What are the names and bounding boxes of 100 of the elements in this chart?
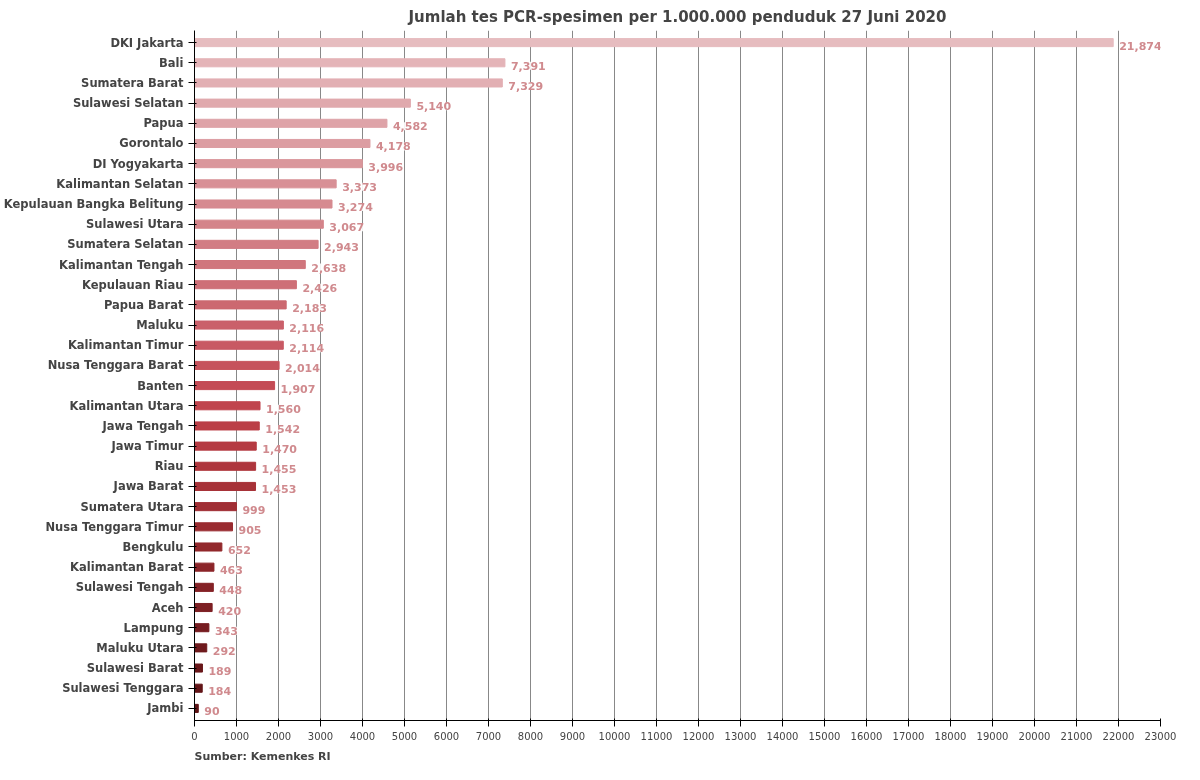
y-tick-label: Kalimantan Selatan [56,176,184,191]
data-label: 7,329 [508,79,544,93]
x-tick-label: 23000 [1144,730,1177,742]
y-tick-label: Sumatera Utara [80,499,184,514]
bar [194,522,234,532]
bar [194,340,284,350]
x-tick-label: 10000 [598,730,631,742]
data-label: 1,470 [262,443,298,457]
data-label: 999 [242,503,266,517]
y-tick-label: Jawa Tengah [101,418,184,433]
y-tick-label: Maluku [136,318,184,333]
y-tick-label: Sulawesi Tenggara [62,681,184,696]
y-tick-label: Sulawesi Barat [86,661,184,676]
x-tick-label: 18000 [934,730,967,742]
data-label: 90 [204,705,220,719]
data-label: 2,116 [289,322,325,336]
y-tick-label: Papua [143,116,184,131]
x-tick-label: 0 [191,730,198,742]
y-tick-label: Sulawesi Tengah [75,580,184,595]
y-tick-label: Sulawesi Selatan [72,96,184,111]
bar [194,300,287,310]
y-tick-label: Jawa Timur [110,439,184,454]
bar [194,643,208,653]
data-label: 3,996 [368,160,404,174]
bar [194,98,411,108]
bar [194,461,257,471]
bar [194,199,333,209]
bar [194,502,237,512]
x-tick-label: 3000 [307,730,334,742]
bar [194,562,215,572]
y-tick-label: Bengkulu [122,539,184,554]
y-tick-label: Nusa Tenggara Barat [47,358,184,373]
y-tick-label: Jambi [146,701,184,716]
data-label: 3,373 [342,180,377,194]
bar [194,441,257,451]
y-tick-label: Kalimantan Tengah [59,257,184,272]
chart-title: Jumlah tes PCR-spesimen per 1.000.000 penduduk 27 Juni 2020 [407,7,947,26]
y-tick-label: DKI Jakarta [110,35,184,50]
data-label: 189 [208,665,232,679]
bar [194,219,324,229]
y-tick-label: Gorontalo [119,136,184,151]
data-label: 2,183 [292,301,327,315]
bar [194,138,371,149]
bar [194,118,388,128]
data-label: 448 [219,584,243,598]
bar [194,683,203,693]
bar [194,58,506,68]
y-tick-label: Kepulauan Bangka Belitung [3,197,184,212]
data-label: 4,178 [375,140,411,154]
data-label: 652 [227,543,251,557]
x-tick-label: 9000 [559,730,586,742]
bar [194,663,203,673]
bar [194,421,260,431]
y-tick-label: Sumatera Selatan [67,237,184,252]
bar [194,179,337,189]
bar [194,320,284,330]
x-tick-label: 2000 [265,730,292,742]
y-tick-label: Riau [154,459,184,474]
y-tick-label: Maluku Utara [96,640,184,655]
y-tick-label: Kalimantan Timur [67,338,184,353]
bar [194,623,210,633]
bar [194,582,214,592]
x-tick-label: 11000 [640,730,673,742]
bar [194,360,280,370]
bar [194,280,297,290]
x-tick-label: 5000 [391,730,418,742]
bar [194,481,257,491]
x-tick-label: 22000 [1102,730,1135,742]
data-label: 3,274 [338,201,374,215]
x-tick-label: 6000 [433,730,460,742]
data-label: 21,874 [1119,39,1162,53]
data-label: 905 [238,523,262,537]
data-label: 184 [208,685,232,699]
y-tick-label: Jawa Barat [112,479,184,494]
data-label: 1,542 [265,422,301,436]
x-tick-label: 20000 [1018,730,1051,742]
x-tick-label: 16000 [850,730,883,742]
bar [194,401,261,411]
data-label: 2,114 [289,342,325,356]
data-label: 2,943 [324,241,359,255]
bar [194,38,1114,48]
y-tick-label: DI Yogyakarta [92,156,184,171]
x-tick-label: 7000 [475,730,502,742]
bar [194,602,213,613]
x-tick-label: 12000 [682,730,715,742]
y-tick-label: Kalimantan Barat [70,560,184,575]
y-tick-label: Bali [159,55,184,70]
data-label: 292 [212,644,236,658]
y-tick-label: Aceh [151,600,184,615]
y-tick-label: Banten [137,378,184,393]
data-label: 1,453 [261,483,297,497]
data-label: 2,014 [285,362,321,376]
data-label: 2,638 [311,261,347,275]
data-label: 7,391 [510,59,546,73]
x-tick-label: 19000 [976,730,1009,742]
x-tick-label: 8000 [517,730,544,742]
text: Sumber: Kemenkes RI [194,749,331,763]
bar [194,260,306,270]
y-tick-label: Nusa Tenggara Timur [45,519,184,534]
x-tick-label: 1000 [223,730,250,742]
